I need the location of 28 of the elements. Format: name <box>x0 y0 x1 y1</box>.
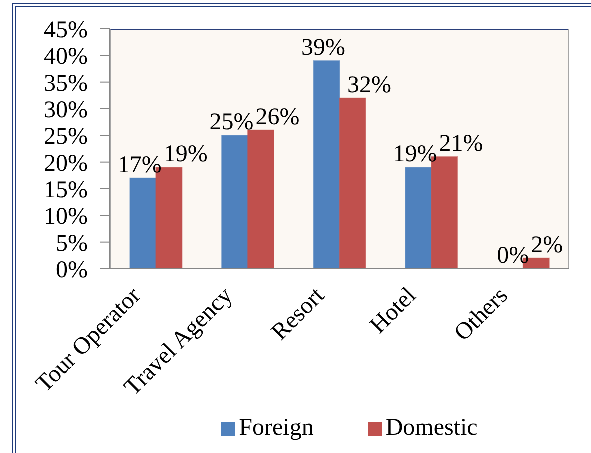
y-tick-label: 35% <box>44 70 88 97</box>
data-label: 39% <box>302 35 346 61</box>
data-label: 25% <box>210 110 254 136</box>
bar <box>247 130 274 269</box>
y-tick-label: 15% <box>44 178 88 204</box>
y-tick-label: 45% <box>44 18 88 44</box>
data-label: 2% <box>531 232 564 258</box>
data-label: 21% <box>439 131 484 157</box>
y-tick-label: 30% <box>44 98 88 124</box>
y-tick-label: 5% <box>56 230 88 257</box>
bar <box>130 178 157 269</box>
data-label: 32% <box>348 72 392 98</box>
y-tick-label: 10% <box>44 204 88 230</box>
data-label: 17% <box>118 152 162 178</box>
y-tick-label: 0% <box>56 258 88 284</box>
y-tick-label: 20% <box>44 150 88 177</box>
bar <box>405 167 432 269</box>
bar <box>221 135 248 269</box>
data-label: 19% <box>164 142 208 168</box>
data-label: 26% <box>256 104 300 130</box>
data-label: 0% <box>497 243 530 269</box>
legend-label: Domestic <box>386 415 478 441</box>
bar <box>313 60 340 269</box>
y-tick-label: 40% <box>44 44 88 70</box>
bar <box>339 98 366 269</box>
legend-label: Foreign <box>239 415 314 441</box>
data-label: 19% <box>393 142 438 168</box>
y-tick-label: 25% <box>44 124 88 150</box>
